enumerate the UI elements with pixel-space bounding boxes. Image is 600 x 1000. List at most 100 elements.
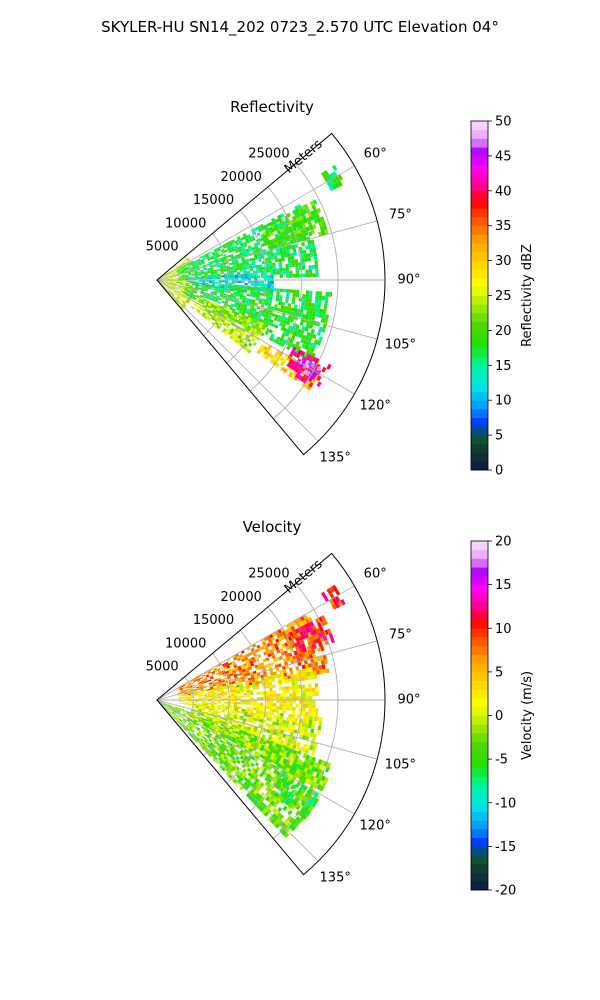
- echo-cell: [298, 734, 304, 739]
- echo-cell: [202, 254, 206, 258]
- colorbar-swatch: [471, 663, 488, 673]
- echo-cell: [215, 296, 220, 300]
- echo-cell: [235, 249, 240, 253]
- echo-cell: [191, 724, 195, 728]
- echo-cell: [206, 716, 211, 719]
- echo-cell: [191, 710, 195, 713]
- velocity-polar-grid: [156, 552, 386, 876]
- echo-cell: [323, 318, 329, 324]
- echo-cell: [239, 688, 244, 692]
- echo-cell: [199, 734, 204, 738]
- echo-cell: [204, 720, 208, 723]
- echo-cell: [218, 671, 223, 675]
- echo-cell: [215, 728, 220, 732]
- colorbar-tick-label: 20: [495, 535, 512, 550]
- echo-cell: [260, 275, 265, 279]
- echo-cell: [224, 282, 229, 285]
- echo-cell: [274, 781, 279, 788]
- echo-cell: [262, 740, 267, 746]
- echo-cell: [292, 692, 296, 697]
- echo-cell: [177, 288, 182, 291]
- echo-cell: [256, 686, 260, 690]
- echo-cell: [308, 244, 313, 250]
- echo-cell: [323, 596, 330, 603]
- echo-cell: [281, 301, 285, 306]
- azimuth-spoke: [156, 279, 378, 340]
- echo-cell: [289, 703, 293, 708]
- echo-cell: [249, 309, 253, 313]
- echo-cell: [242, 264, 247, 268]
- echo-cell: [303, 382, 310, 389]
- azimuth-tick-label: 120°: [360, 399, 391, 414]
- echo-cell: [236, 760, 241, 765]
- echo-cell: [276, 291, 280, 296]
- echo-cell: [237, 285, 242, 289]
- echo-cell: [290, 625, 296, 631]
- echo-cell: [323, 659, 328, 665]
- echo-cell: [251, 767, 256, 772]
- echo-cell: [268, 262, 273, 267]
- echo-cell: [219, 744, 224, 749]
- echo-cell: [220, 291, 225, 294]
- echo-cell: [227, 247, 232, 252]
- echo-cell: [178, 696, 182, 698]
- echo-cell: [260, 697, 264, 700]
- echo-cell: [309, 252, 314, 258]
- echo-cell: [305, 798, 312, 805]
- echo-cell: [178, 299, 182, 303]
- echo-cell: [224, 284, 229, 287]
- echo-cell: [275, 771, 281, 776]
- echo-cell: [285, 246, 290, 251]
- echo-cell: [315, 665, 320, 671]
- echo-cell: [240, 292, 244, 296]
- echo-cell: [181, 275, 185, 277]
- echo-cell: [312, 704, 316, 709]
- echo-cell: [293, 230, 299, 236]
- echo-cell: [201, 697, 205, 699]
- echo-cell: [183, 269, 188, 272]
- echo-cell: [266, 293, 270, 297]
- echo-cell: [226, 327, 231, 332]
- echo-cell: [287, 627, 293, 633]
- echo-cell: [183, 710, 188, 713]
- echo-cell: [210, 271, 215, 274]
- echo-cell: [290, 757, 295, 763]
- echo-cell: [259, 747, 264, 752]
- echo-cell: [171, 707, 175, 710]
- echo-cell: [291, 300, 296, 305]
- echo-cell: [328, 185, 335, 192]
- echo-cell: [302, 735, 307, 740]
- echo-cell: [221, 748, 226, 753]
- echo-cell: [209, 725, 213, 729]
- echo-cell: [185, 702, 189, 704]
- echo-cell: [185, 266, 190, 269]
- echo-cell: [209, 255, 214, 259]
- echo-cell: [298, 224, 304, 230]
- echo-cell: [295, 688, 300, 693]
- echo-cell: [199, 676, 204, 680]
- echo-cell: [220, 759, 225, 764]
- echo-cell: [184, 287, 188, 290]
- azimuth-tick-label: 135°: [320, 451, 351, 466]
- echo-cell: [306, 671, 311, 677]
- echo-cell: [205, 301, 209, 304]
- echo-cell: [244, 300, 249, 304]
- echo-cell: [197, 694, 202, 696]
- echo-cell: [319, 216, 325, 222]
- echo-cell: [248, 311, 253, 316]
- echo-cell: [240, 690, 244, 694]
- echo-cell: [248, 739, 253, 744]
- echo-cell: [201, 301, 206, 304]
- echo-cell: [196, 737, 201, 741]
- echo-cell: [234, 259, 239, 262]
- echo-cell: [267, 278, 271, 281]
- echo-cell: [166, 280, 170, 282]
- echo-cell: [301, 711, 306, 716]
- echo-cell: [224, 763, 230, 768]
- echo-cell: [231, 681, 236, 684]
- echo-cell: [174, 707, 178, 710]
- echo-cell: [271, 220, 277, 225]
- echo-cell: [272, 749, 277, 755]
- echo-cell: [217, 277, 222, 279]
- echo-cell: [256, 232, 261, 237]
